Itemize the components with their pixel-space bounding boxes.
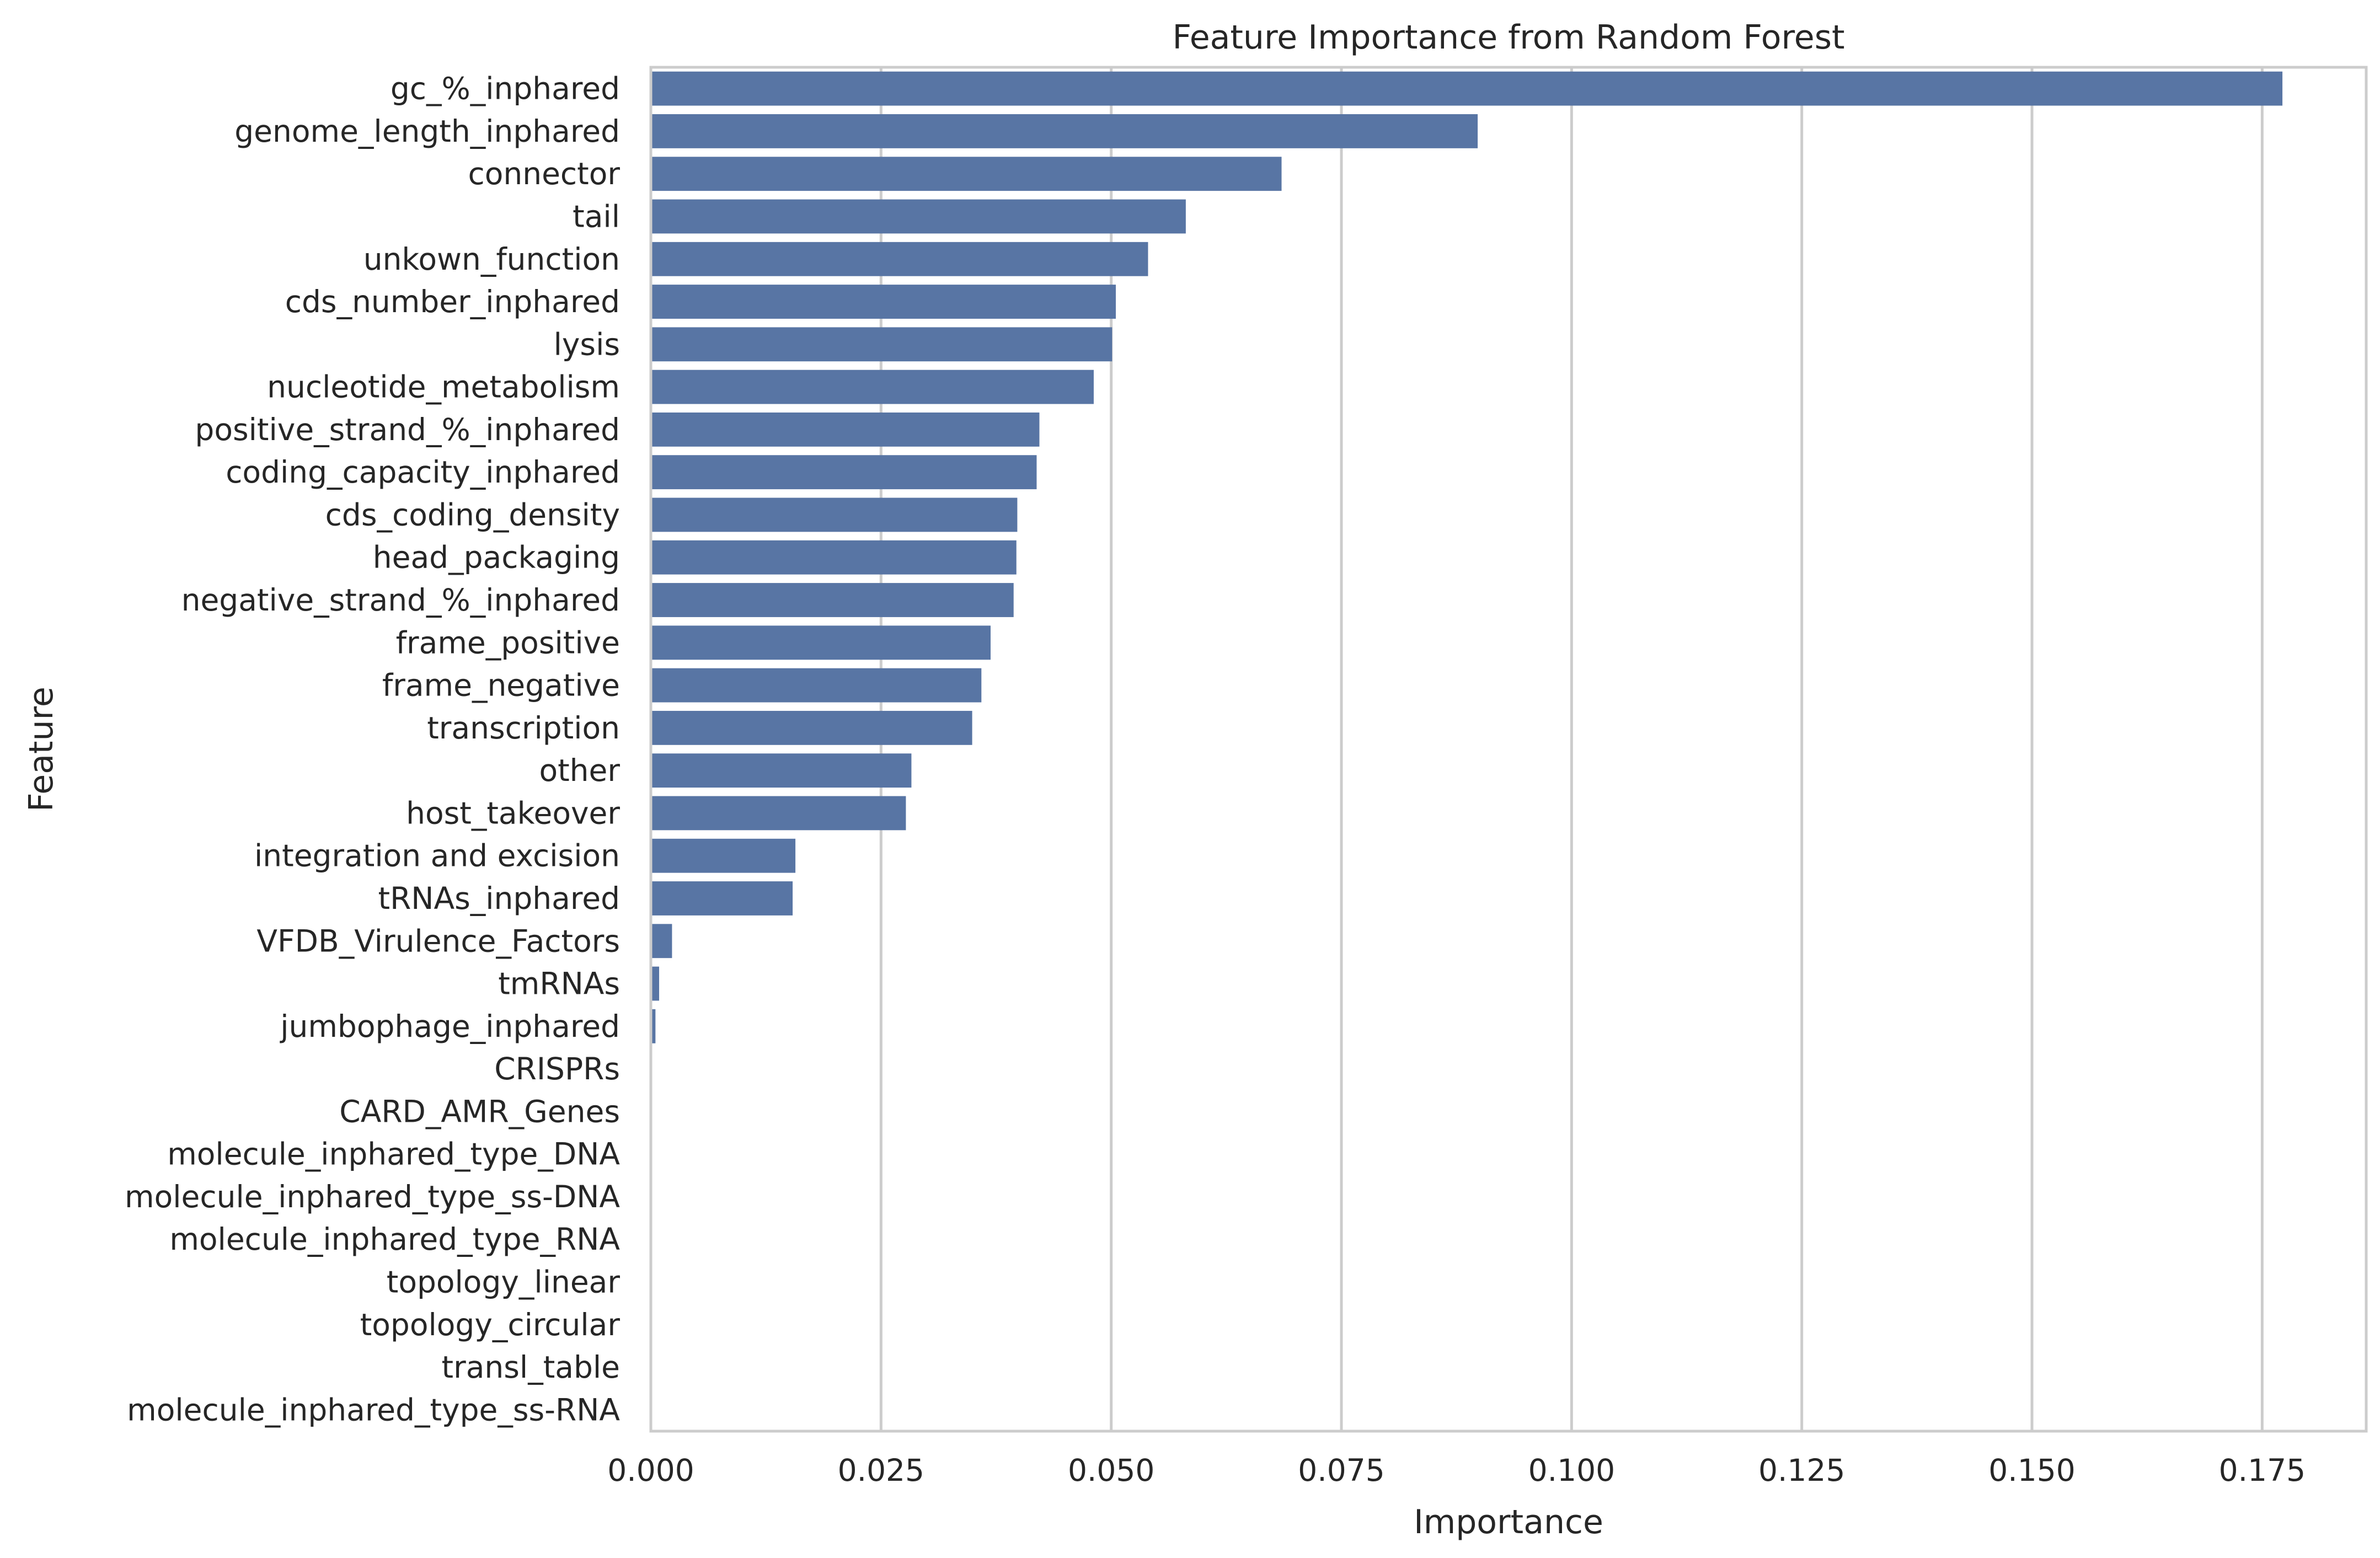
y-tick-label: cds_number_inphared [285,284,620,319]
y-tick-label: frame_positive [396,625,620,660]
y-tick-label: molecule_inphared_type_ss-DNA [125,1179,620,1214]
y-tick-label: negative_strand_%_inphared [181,582,620,618]
y-tick-label: nucleotide_metabolism [267,370,620,405]
x-tick-label: 0.175 [2219,1453,2306,1488]
y-tick-label: transl_table [442,1350,620,1385]
bar [651,370,1094,404]
y-tick-label: CRISPRs [494,1051,620,1086]
y-tick-label: tmRNAs [498,966,620,1002]
x-tick-label: 0.025 [838,1453,924,1488]
bar [651,583,1014,617]
bar [651,200,1186,234]
y-axis-label: Feature [22,687,61,812]
y-tick-label: genome_length_inphared [234,114,620,149]
x-tick-label: 0.150 [1988,1453,2075,1488]
y-tick-label: topology_linear [387,1265,621,1300]
y-tick-label: gc_%_inphared [391,71,620,106]
bar [651,625,991,660]
y-tick-label: molecule_inphared_type_ss-RNA [127,1392,620,1427]
y-tick-label: tail [573,199,620,234]
y-tick-label: coding_capacity_inphared [226,454,620,490]
bar [651,72,2282,106]
y-tick-label: host_takeover [406,795,620,831]
bar [651,413,1039,447]
y-tick-label: other [539,753,620,788]
bar [651,157,1282,191]
y-tick-label: positive_strand_%_inphared [195,412,620,447]
bar [651,881,793,915]
y-tick-label: cds_coding_density [325,497,620,532]
x-tick-label: 0.075 [1298,1453,1384,1488]
bar [651,839,795,873]
bar [651,498,1017,532]
bar [651,668,981,703]
bar [651,540,1017,575]
bar [651,327,1112,361]
y-tick-label: CARD_AMR_Genes [339,1094,620,1129]
x-tick-label: 0.050 [1068,1453,1154,1488]
x-tick-label: 0.100 [1528,1453,1615,1488]
bar [651,924,672,958]
y-tick-label: tRNAs_inphared [378,881,620,916]
bar [651,242,1148,276]
bar [651,285,1116,319]
bar [651,114,1478,148]
x-tick-label: 0.000 [607,1453,694,1488]
y-tick-label: VFDB_Virulence_Factors [256,923,620,959]
bar [651,796,906,831]
y-tick-label: molecule_inphared_type_RNA [169,1222,620,1257]
bar [651,753,911,788]
y-tick-label: integration and excision [254,838,620,874]
y-tick-label: jumbophage_inphared [280,1009,620,1044]
y-tick-label: connector [468,156,620,191]
y-tick-label: transcription [427,710,620,746]
y-tick-label: lysis [554,326,620,362]
bar [651,455,1036,489]
y-tick-label: frame_negative [382,668,620,703]
y-tick-label: head_packaging [373,540,620,575]
y-tick-label: topology_circular [360,1307,621,1342]
y-tick-label: molecule_inphared_type_DNA [167,1137,620,1172]
y-tick-label: unkown_function [363,242,620,277]
bar [651,711,972,745]
x-tick-label: 0.125 [1758,1453,1845,1488]
x-axis-label: Importance [1414,1503,1603,1541]
chart-title: Feature Importance from Random Forest [1172,18,1844,57]
